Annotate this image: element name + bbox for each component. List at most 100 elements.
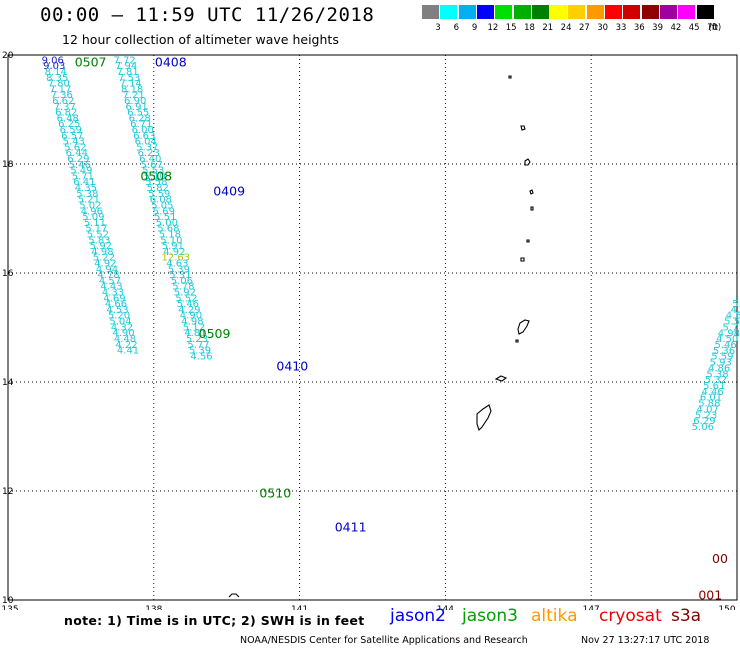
legend-label: 70 bbox=[707, 23, 718, 33]
wave-height-value: 5.67 bbox=[141, 160, 163, 171]
wave-height-value: 9.03 bbox=[43, 61, 65, 72]
wave-height-value: 6.63 bbox=[133, 131, 155, 142]
island-outline bbox=[517, 319, 530, 335]
legend-label: 9 bbox=[471, 23, 478, 33]
legend-swatch bbox=[659, 5, 677, 19]
wave-height-value: 4.66 bbox=[105, 299, 127, 310]
wave-height-value: 5.04 bbox=[109, 317, 131, 328]
wave-height-value: 4.8 bbox=[726, 311, 740, 322]
legend-label: 21 bbox=[542, 23, 554, 33]
legend-label: 3 bbox=[435, 23, 441, 33]
legend-swatch bbox=[605, 5, 622, 19]
wave-height-value: 6.00 bbox=[132, 125, 154, 136]
legend-label: 6 bbox=[453, 23, 459, 33]
wave-height-value: 5.23 bbox=[695, 410, 717, 421]
satellite-name: altika bbox=[531, 606, 578, 626]
wave-height-value: 5.69 bbox=[153, 206, 175, 217]
credit-line: NOAA/NESDIS Center for Satellite Applica… bbox=[240, 635, 528, 646]
wave-height-value: 6.29 bbox=[693, 416, 715, 427]
pass-time-label: 00 bbox=[712, 551, 728, 566]
axis-tick-labels: 135 138 141 144 147 150 20 18 16 14 12 10 bbox=[1, 51, 735, 610]
wave-height-value: 4.98 bbox=[718, 328, 740, 339]
wave-height-value: 4.98 bbox=[181, 317, 203, 328]
wave-height-value: 4.81 bbox=[184, 328, 206, 339]
legend-swatch bbox=[586, 5, 604, 19]
wave-height-value: 5.93 bbox=[710, 358, 732, 369]
legend-label: 39 bbox=[652, 23, 663, 33]
wave-height-value: 4.90 bbox=[112, 328, 134, 339]
wave-height-value: 4.32 bbox=[111, 322, 133, 333]
wave-height-value: 5.91 bbox=[162, 241, 184, 252]
wave-height-value: 5.02 bbox=[79, 200, 101, 211]
island-outline bbox=[529, 189, 534, 195]
pass-time-label: 0508 bbox=[140, 168, 172, 183]
satellite-name: jason2 bbox=[390, 606, 446, 626]
legend-swatch bbox=[440, 5, 458, 19]
wave-height-value: 6.40 bbox=[139, 154, 161, 165]
legend-label: 12 bbox=[487, 23, 499, 33]
wave-height-value: 6.90 bbox=[124, 96, 146, 107]
wave-height-value: 4.63 bbox=[166, 259, 188, 270]
wave-height-value: 4.07 bbox=[697, 404, 719, 415]
wave-height-value: 8.14 bbox=[45, 67, 67, 78]
wave-height-value: 5.52 bbox=[87, 229, 109, 240]
island-outline bbox=[494, 375, 508, 382]
wave-height-value: 4.33 bbox=[102, 288, 124, 299]
wave-height-value: 8.18 bbox=[121, 84, 143, 95]
satellite-name: s3a bbox=[671, 606, 702, 626]
wave-height-value: 4.98 bbox=[91, 247, 113, 258]
wave-height-value: 6.48 bbox=[57, 113, 79, 124]
wave-height-value: 7.17 bbox=[49, 84, 71, 95]
wave-height-value: 5.92 bbox=[174, 288, 196, 299]
wave-height-value: 5.71 bbox=[72, 171, 94, 182]
legend-swatch bbox=[623, 5, 641, 19]
wave-height-value: 6.01 bbox=[700, 393, 722, 404]
wave-height-value: 6.82 bbox=[55, 108, 77, 119]
wave-height-value: 4.90 bbox=[180, 311, 202, 322]
wave-height-value: 4.57 bbox=[99, 276, 121, 287]
pass-time-label: 0411 bbox=[335, 519, 367, 534]
legend-swatch bbox=[458, 5, 476, 19]
legend-swatch bbox=[641, 5, 659, 19]
wave-height-value: 4.56 bbox=[190, 351, 212, 362]
track-time-labels: 0507 0408 0508 0409 0509 0410 0510 0411 00 001 bbox=[75, 55, 728, 603]
wave-height-value: 6.59 bbox=[60, 125, 82, 136]
wave-height-value: 5.05 bbox=[151, 200, 173, 211]
wave-height-value: 9.06 bbox=[42, 55, 64, 66]
wave-height-value: 4.29 bbox=[178, 305, 200, 316]
island-outline bbox=[228, 593, 240, 598]
legend-swatch bbox=[513, 5, 531, 19]
wave-height-value: 5.82 bbox=[147, 183, 169, 194]
wave-height-value: 6.25 bbox=[58, 119, 80, 130]
wave-height-value: 5.38 bbox=[76, 189, 98, 200]
legend-label: 33 bbox=[615, 23, 627, 33]
wave-height-value: 4.78 bbox=[97, 270, 119, 281]
legend-label: 27 bbox=[578, 23, 590, 33]
wave-height-value: 6.62 bbox=[52, 96, 74, 107]
wave-height-value: 7.80 bbox=[48, 79, 70, 90]
wave-height-value: 5.09 bbox=[82, 212, 104, 223]
wave-height-value: 5.78 bbox=[172, 282, 194, 293]
wave-height-value: 4.46 bbox=[701, 387, 723, 398]
wave-height-value: 4.96 bbox=[81, 206, 103, 217]
legend-swatch bbox=[495, 5, 513, 19]
pass-time-label: 0409 bbox=[213, 184, 245, 199]
lon-tick-label: 138 bbox=[145, 605, 162, 610]
wave-height-value: 5.46 bbox=[714, 340, 736, 351]
lat-tick-label: 14 bbox=[2, 378, 14, 388]
wave-height-value: 5.39 bbox=[189, 346, 211, 357]
map-subtitle: 12 hour collection of altimeter wave hei… bbox=[62, 32, 339, 47]
wave-height-value: 4.41 bbox=[117, 346, 139, 357]
wave-height-value: 5.11 bbox=[84, 218, 106, 229]
wave-height-value: 5.31 bbox=[169, 270, 191, 281]
lon-tick-label: 141 bbox=[291, 605, 308, 610]
wave-height-value: 12.63 bbox=[162, 253, 191, 264]
wave-height-value: 6.55 bbox=[127, 108, 149, 119]
lat-tick-label: 12 bbox=[2, 487, 13, 497]
wave-height-value: 5.59 bbox=[711, 352, 733, 363]
wave-height-value: 5.06 bbox=[692, 422, 714, 433]
wave-height-value: 5.88 bbox=[698, 399, 720, 410]
wave-height-value: 5.32 bbox=[705, 375, 727, 386]
pass-time-label: 0507 bbox=[75, 55, 107, 70]
